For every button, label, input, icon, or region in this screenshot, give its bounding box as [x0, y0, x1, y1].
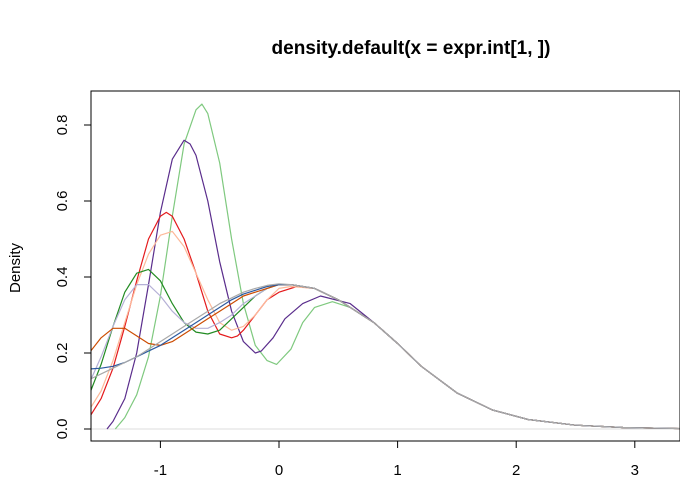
- y-tick-label: 0.6: [54, 191, 71, 212]
- x-tick-label: 3: [631, 462, 639, 479]
- x-axis: -1 0 1 2 3: [154, 440, 639, 479]
- x-tick-label: -1: [154, 462, 167, 479]
- y-axis: 0.0 0.2 0.4 0.6 0.8: [54, 115, 92, 440]
- x-tick-label: 0: [275, 462, 283, 479]
- x-tick-label: 2: [512, 462, 520, 479]
- density-curve-9: [91, 283, 680, 430]
- x-tick-label: 1: [393, 462, 401, 479]
- series-group: [91, 103, 680, 430]
- density-curve-1: [114, 103, 680, 430]
- y-tick-label: 0.2: [54, 343, 71, 364]
- y-tick-label: 0.4: [54, 267, 71, 288]
- density-curve-6: [91, 284, 680, 430]
- y-tick-label: 0.8: [54, 115, 71, 136]
- chart-title: density.default(x = expr.int[1, ]): [272, 38, 551, 59]
- density-curve-3: [91, 211, 680, 430]
- density-curve-2: [106, 139, 680, 430]
- y-axis-label: Density: [7, 242, 24, 293]
- plot-frame: [90, 90, 680, 442]
- density-curve-7: [91, 284, 680, 430]
- density-curve-5: [91, 268, 680, 430]
- density-curve-8: [91, 284, 680, 430]
- y-tick-label: 0.0: [54, 419, 71, 440]
